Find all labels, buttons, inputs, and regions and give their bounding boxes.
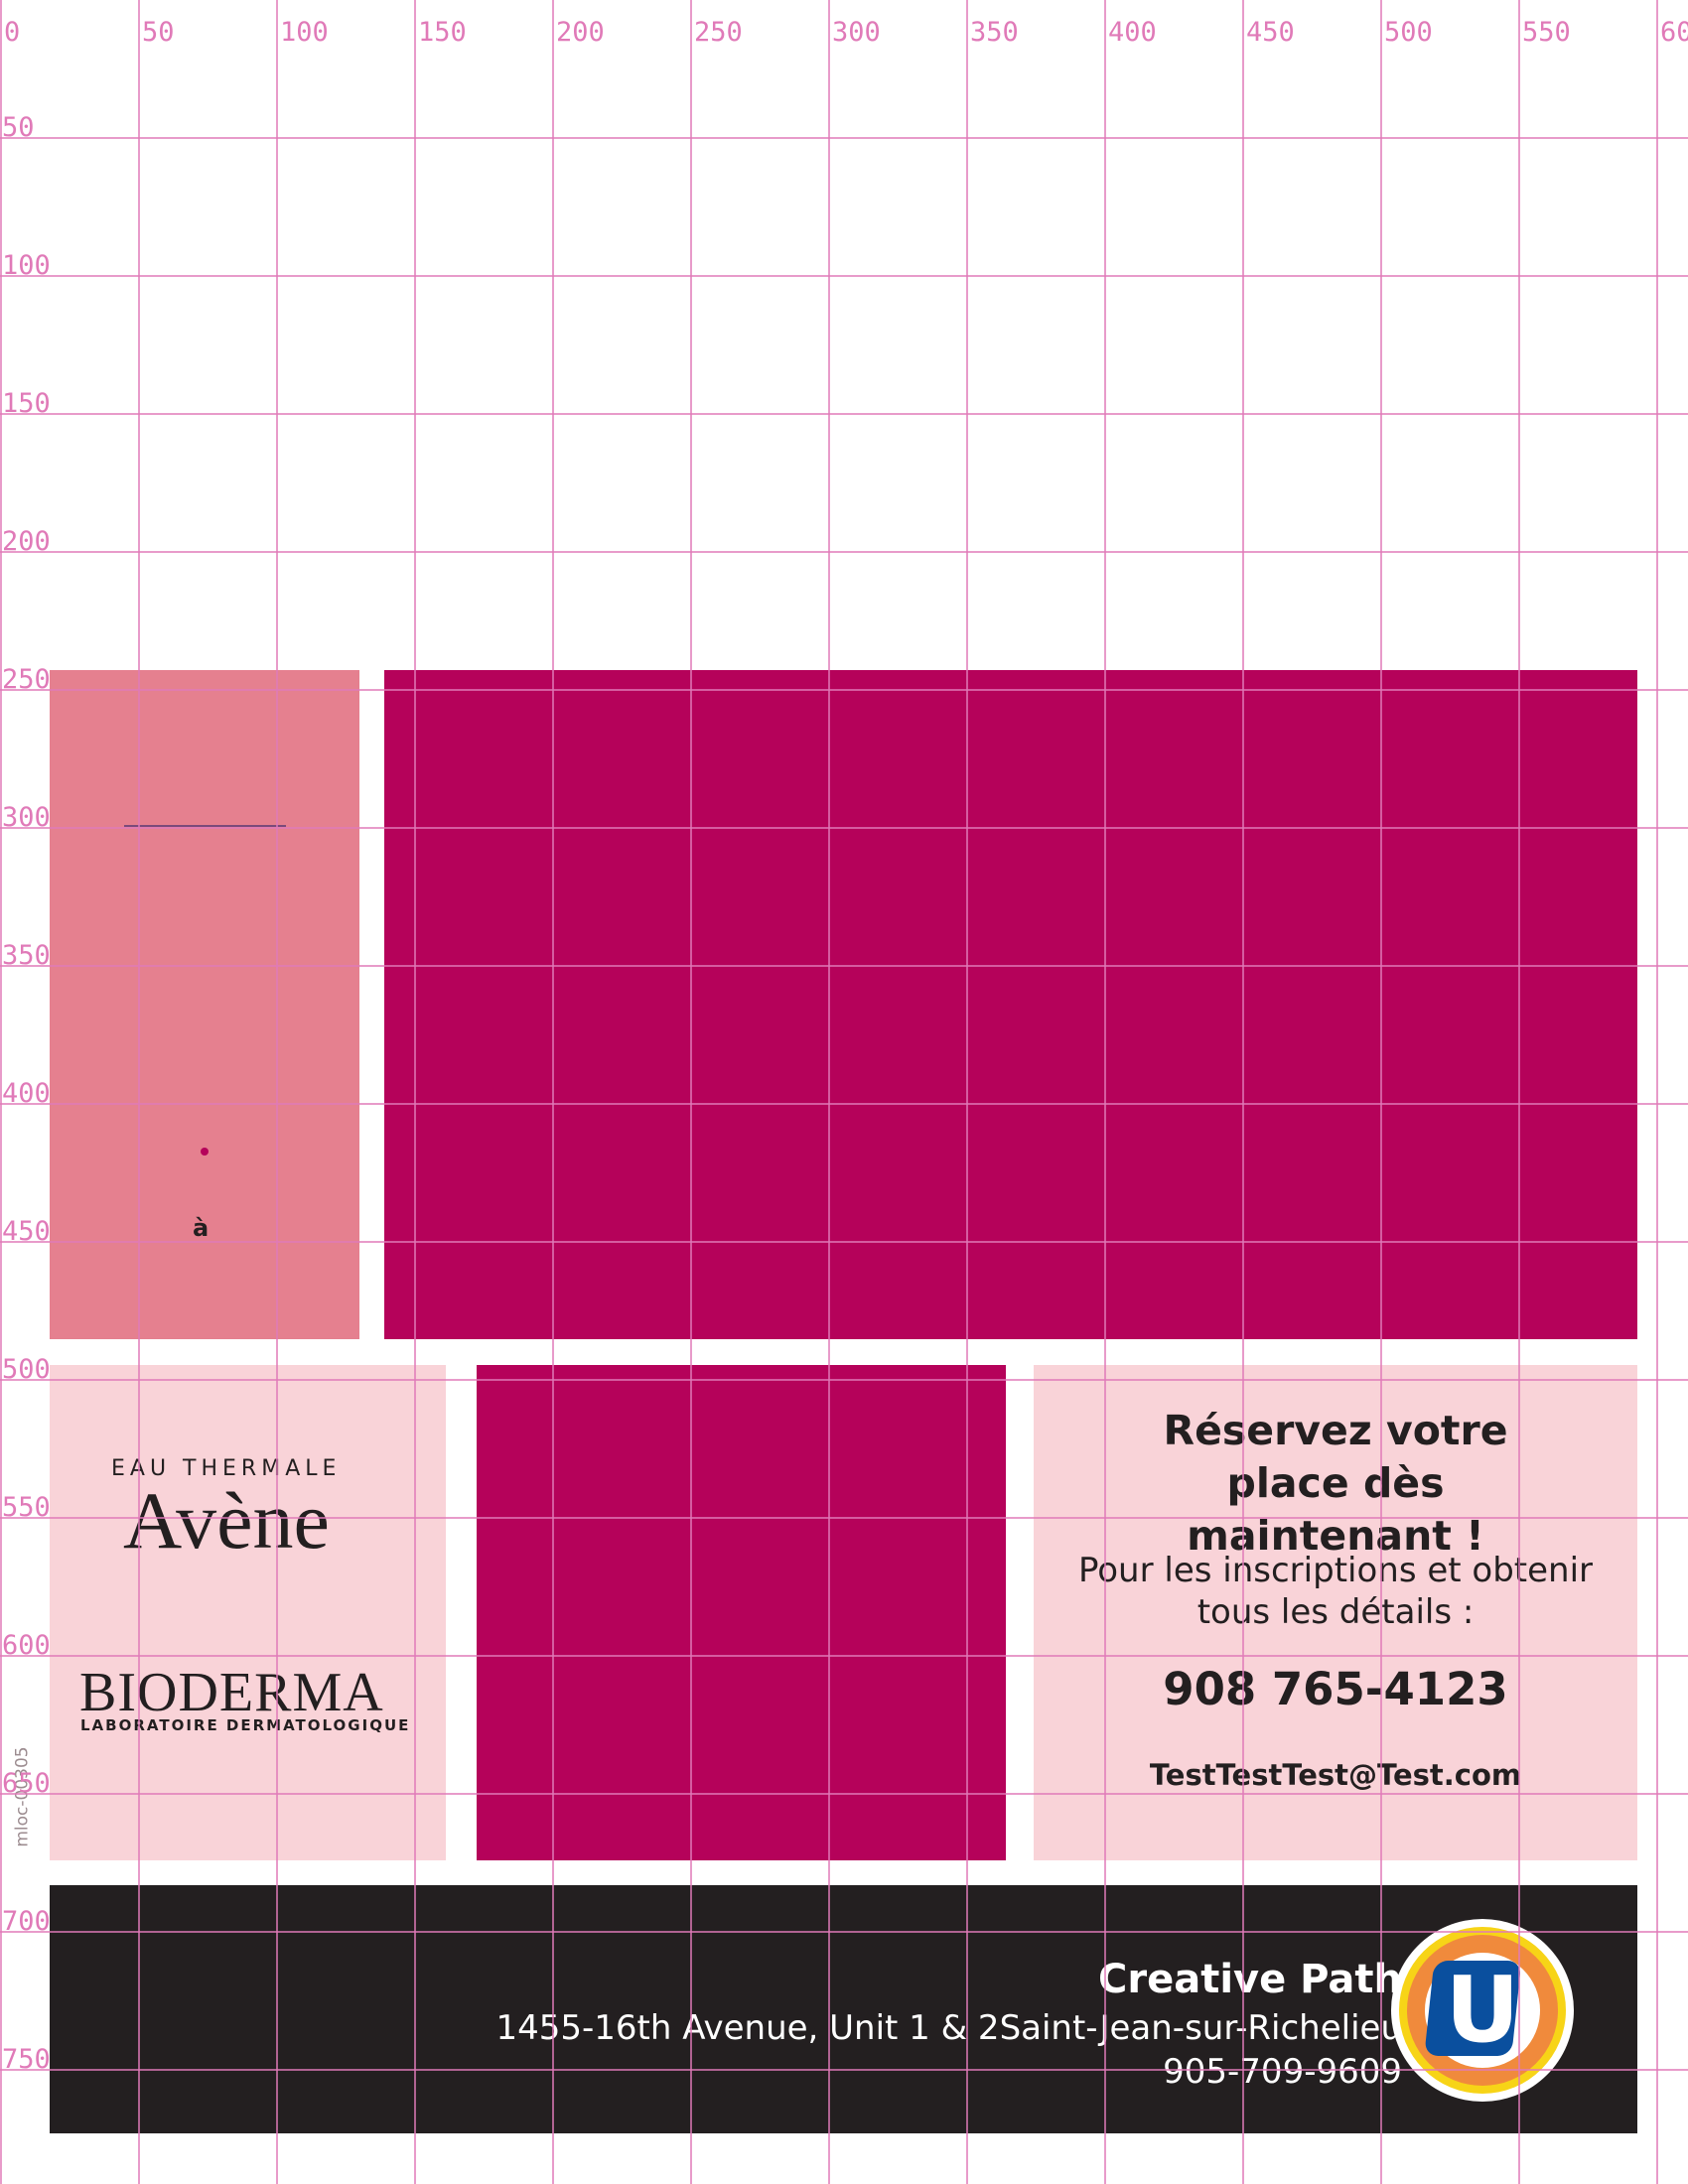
grid-label: 350 [2,940,51,971]
footer-name: Creative Path [1098,1957,1402,2002]
footer-address: 1455-16th Avenue, Unit 1 & 2Saint-Jean-s… [495,2008,1402,2048]
grid-label: 550 [1522,17,1571,48]
grid-label: 300 [2,802,51,833]
grid-label: 250 [2,664,51,695]
contact-heading: Réservez votre place dès maintenant ! [1163,1407,1508,1560]
footer-phone: 905-709-9609 [1163,2052,1402,2092]
contact-panel: Réservez votre place dès maintenant ! Po… [1034,1365,1637,1860]
accent-text: à [193,1214,210,1242]
logo: U [1391,1919,1574,2102]
footer: Creative Path 1455-16th Avenue, Unit 1 &… [50,1885,1637,2133]
grid-label: 700 [2,1906,51,1937]
grid-label: 600 [2,1630,51,1661]
grid-label: 600 [1660,17,1688,48]
grid-label: 500 [2,1354,51,1385]
grid-label: 650 [2,1768,51,1799]
grid-label: 100 [2,250,51,281]
grid-label: 150 [418,17,467,48]
contact-phone: 908 765-4123 [1163,1663,1508,1715]
grid-label: 250 [694,17,743,48]
avene-logo: Avène [123,1475,330,1566]
divider [124,825,286,827]
grid-label: 450 [1246,17,1295,48]
grid-label: 500 [1384,17,1433,48]
left-panel: à [50,670,359,1339]
grid-label: 200 [2,526,51,557]
grid-label: 450 [2,1216,51,1247]
hero-block [384,670,1637,1339]
grid-label: 550 [2,1492,51,1523]
bioderma-logo: BIODERMA [79,1662,384,1723]
grid-label: 400 [2,1078,51,1109]
grid-label: 750 [2,2044,51,2075]
grid-label: 100 [280,17,329,48]
grid-label: 50 [142,17,175,48]
logo-badge [1425,1961,1520,2056]
logo-letter: U [1446,1957,1520,2063]
grid-label: 200 [556,17,605,48]
grid-label: 50 [2,112,35,143]
avene-top: EAU THERMALE [111,1456,342,1481]
bioderma-sub: LABORATOIRE DERMATOLOGIQUE [80,1716,411,1734]
grid-label: 400 [1108,17,1157,48]
grid-label: 150 [2,388,51,419]
grid-label: 300 [832,17,881,48]
promo-block [477,1365,1006,1860]
brand-panel: EAU THERMALE Avène BIODERMA LABORATOIRE … [50,1365,446,1860]
dot [201,1148,209,1156]
contact-email: TestTestTest@Test.com [1149,1758,1522,1792]
grid-label: 0 [4,17,20,48]
grid-label: 350 [970,17,1019,48]
